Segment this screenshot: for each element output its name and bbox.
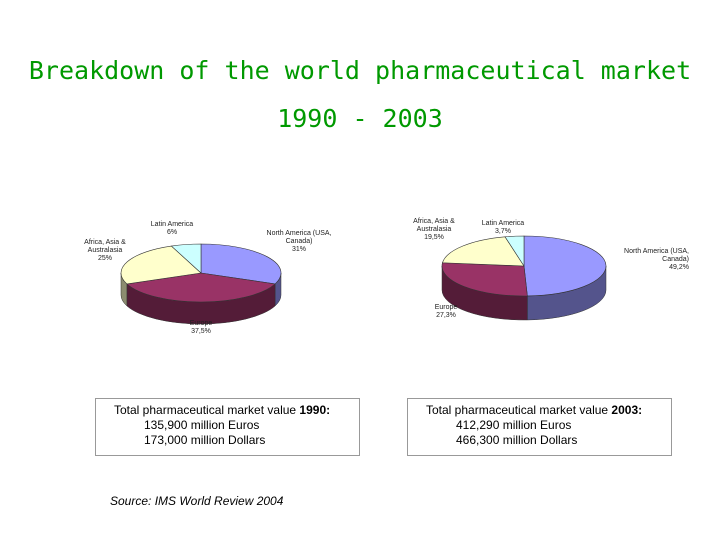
label-2003-europe: Europe 27,3% <box>434 304 458 319</box>
pie-slice-north-america <box>523 235 607 297</box>
total-value-box-1990: Total pharmaceutical market value 1990: … <box>95 398 360 456</box>
pie-slice-africa-asia-australasia <box>442 236 525 267</box>
total-value-prefix: Total pharmaceutical market value <box>114 403 300 417</box>
pie-slice-europe <box>126 272 276 303</box>
pie-2003 <box>441 235 607 321</box>
label-1990-europe: Europe 37,5% <box>189 320 213 335</box>
label-1990-latin-america: Latin America 6% <box>150 221 194 236</box>
total-value-euros: 412,290 million Euros <box>456 418 572 432</box>
label-1990-north-america: North America (USA, Canada) 31% <box>266 230 332 253</box>
pie-slice-latin-america <box>170 243 202 274</box>
total-value-year: 1990: <box>299 403 331 417</box>
label-2003-africa-asia: Africa, Asia & Australasia 19,5% <box>413 218 455 241</box>
pie-slice-latin-america <box>504 235 525 268</box>
label-2003-latin-america: Latin America 3,7% <box>481 220 525 235</box>
total-value-euros: 135,900 million Euros <box>144 418 260 432</box>
label-1990-africa-asia: Africa, Asia & Australasia 25% <box>84 239 126 262</box>
chart-subtitle-years: 1990 - 2003 <box>277 104 443 133</box>
total-value-box-2003: Total pharmaceutical market value 2003: … <box>407 398 672 456</box>
pie-slice-europe <box>441 262 528 297</box>
pie-1990 <box>120 243 282 325</box>
total-value-year: 2003: <box>611 403 643 417</box>
total-value-dollars: 466,300 million Dollars <box>456 433 578 447</box>
pie-slice-africa-asia-australasia <box>120 245 202 285</box>
total-value-dollars: 173,000 million Dollars <box>144 433 266 447</box>
chart-title: Breakdown of the world pharmaceutical ma… <box>28 56 692 85</box>
total-value-prefix: Total pharmaceutical market value <box>426 403 612 417</box>
source-note: Source: IMS World Review 2004 <box>110 494 284 508</box>
pie-slice-north-america <box>200 243 282 285</box>
label-2003-north-america: North America (USA, Canada) 49,2% <box>624 248 689 271</box>
